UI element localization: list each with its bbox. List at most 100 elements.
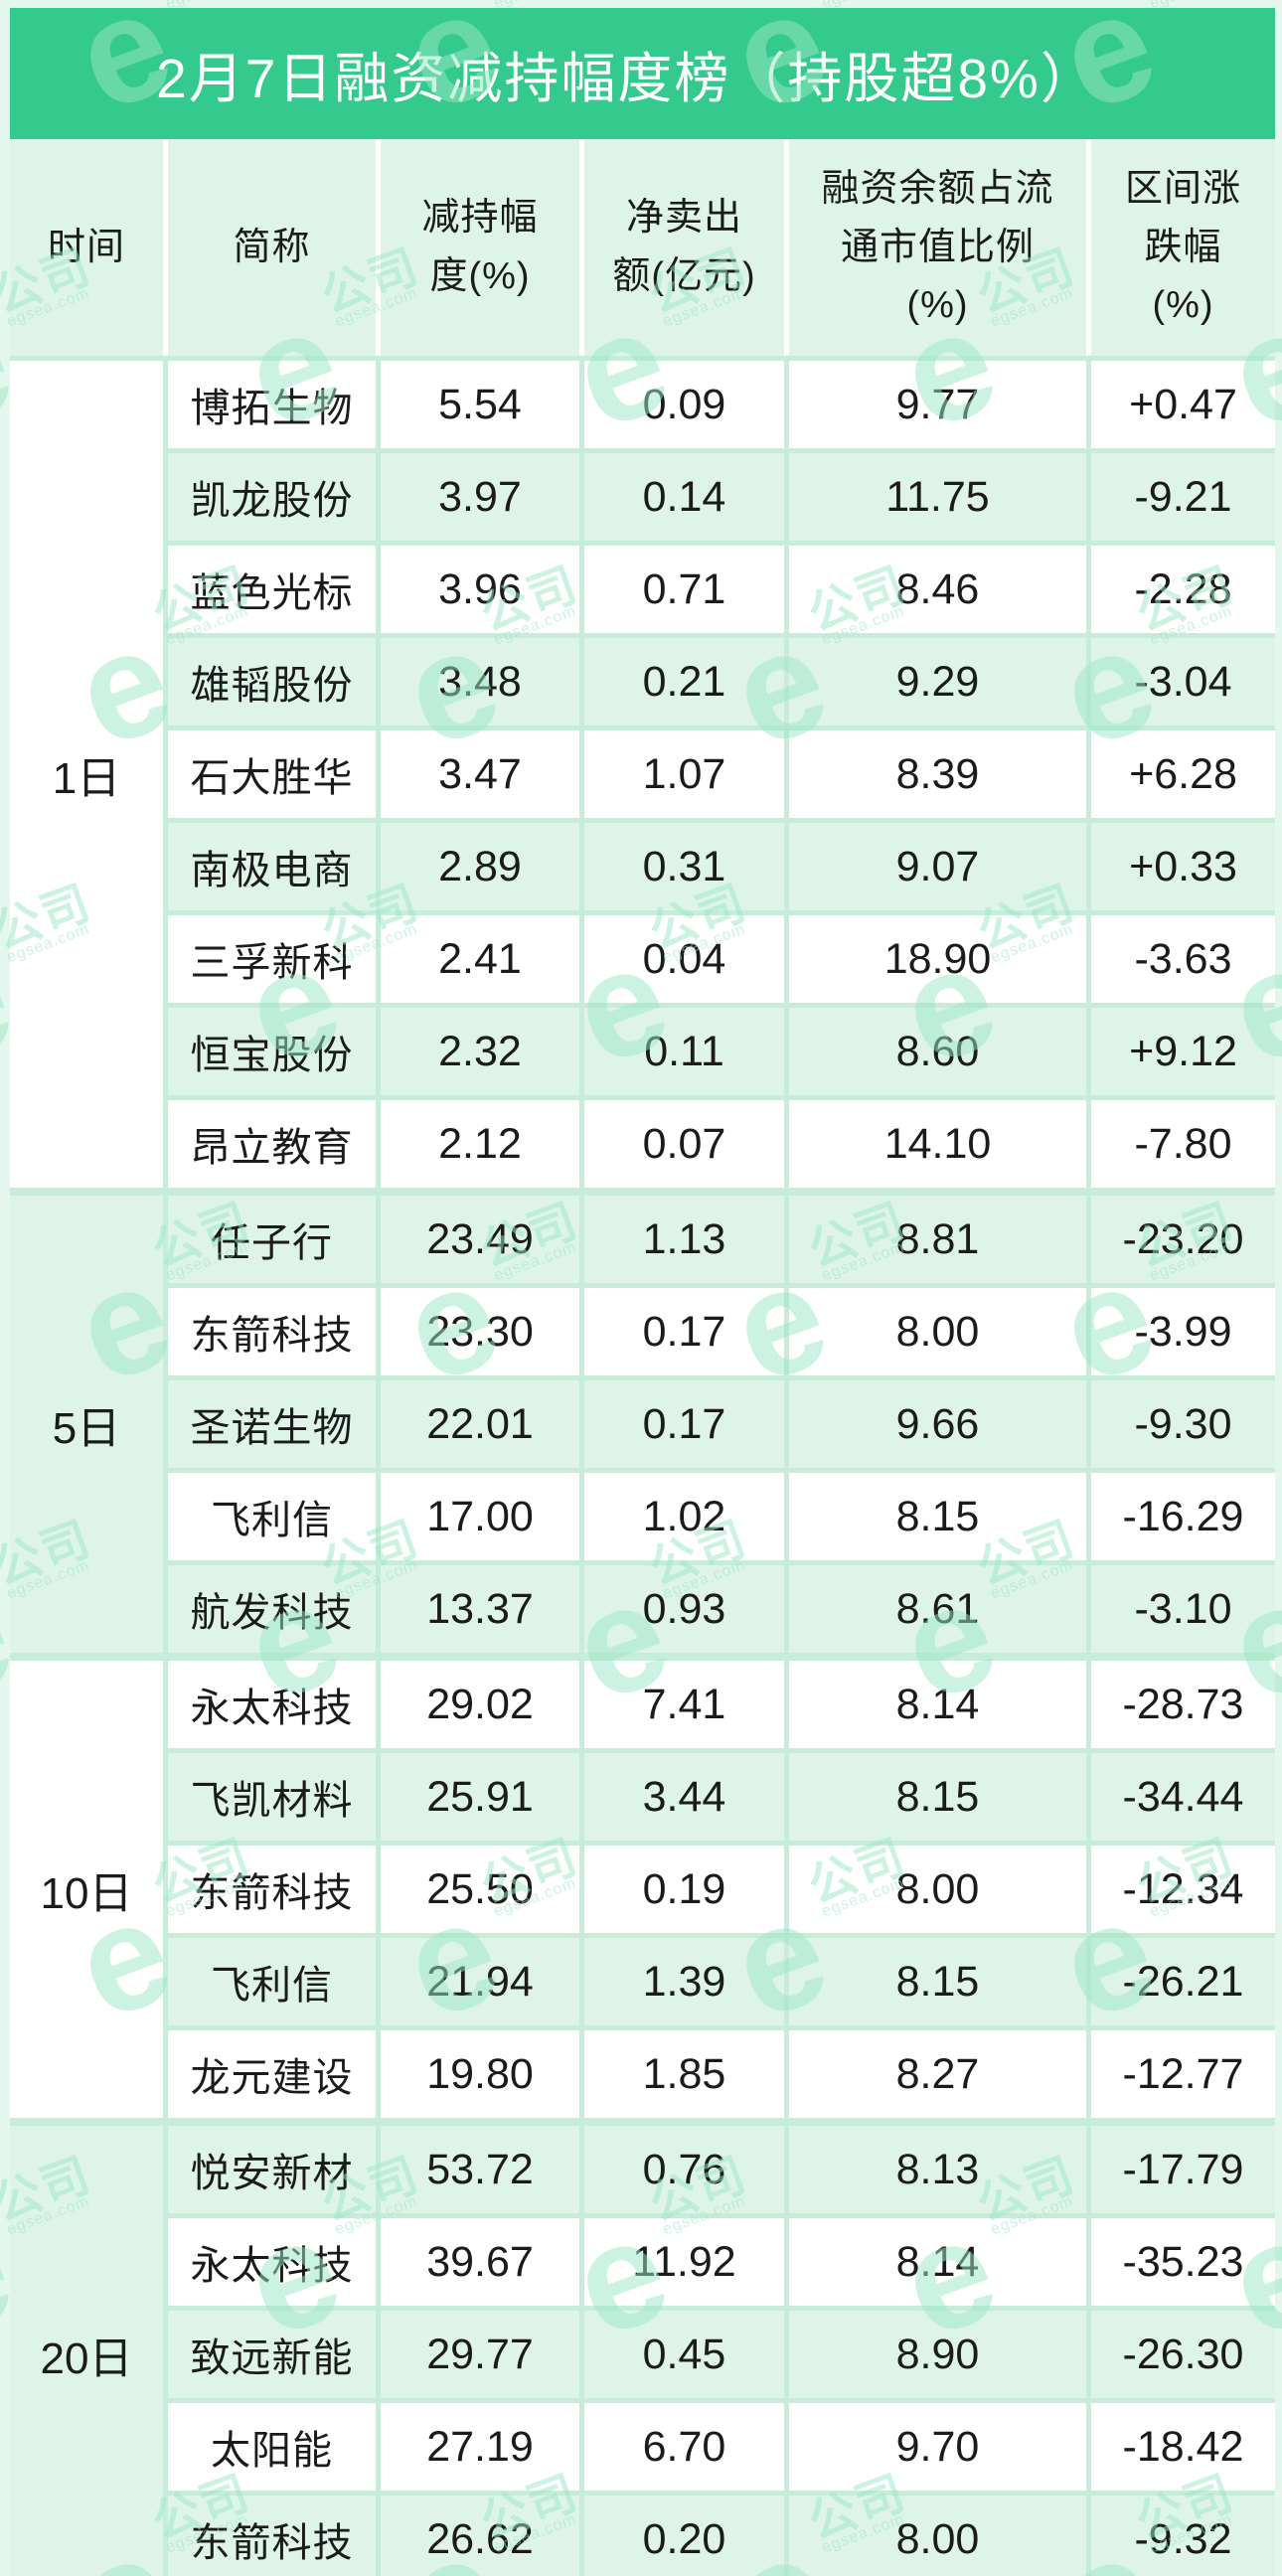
margin-ratio-cell: 8.46 (789, 546, 1086, 633)
range-change-cell: -28.73 (1091, 1661, 1275, 1748)
stock-name-cell: 恒宝股份 (168, 1008, 376, 1095)
range-change-cell: -9.32 (1091, 2496, 1275, 2576)
net-sell-cell: 0.21 (584, 638, 784, 725)
reduction-cell: 19.80 (381, 2030, 579, 2118)
stock-name-cell: 东箭科技 (168, 1288, 376, 1375)
reduction-cell: 5.54 (381, 361, 579, 448)
reduction-cell: 13.37 (381, 1565, 579, 1653)
range-change-cell: -34.44 (1091, 1753, 1275, 1841)
time-cell: 10日 (10, 1661, 163, 2118)
margin-ratio-cell: 9.70 (789, 2403, 1086, 2491)
range-change-cell: -26.30 (1091, 2311, 1275, 2398)
range-change-cell: -17.79 (1091, 2126, 1275, 2213)
margin-ratio-cell: 9.07 (789, 823, 1086, 910)
stock-name-cell: 太阳能 (168, 2403, 376, 2491)
stock-name-cell: 雄韬股份 (168, 638, 376, 725)
range-change-cell: +6.28 (1091, 730, 1275, 818)
stock-name-cell: 博拓生物 (168, 361, 376, 448)
margin-ratio-cell: 8.15 (789, 1938, 1086, 2025)
reduction-cell: 22.01 (381, 1380, 579, 1468)
margin-ratio-cell: 8.61 (789, 1565, 1086, 1653)
margin-ratio-cell: 8.15 (789, 1473, 1086, 1560)
net-sell-cell: 0.11 (584, 1008, 784, 1095)
stock-name-cell: 东箭科技 (168, 2496, 376, 2576)
margin-ratio-cell: 8.27 (789, 2030, 1086, 2118)
margin-ratio-cell: 8.00 (789, 1846, 1086, 1933)
margin-ratio-cell: 11.75 (789, 453, 1086, 541)
range-change-cell: +0.33 (1091, 823, 1275, 910)
range-change-cell: +0.47 (1091, 361, 1275, 448)
header-cell-name: 简称 (168, 139, 376, 356)
range-change-cell: -9.21 (1091, 453, 1275, 541)
range-change-cell: -35.23 (1091, 2218, 1275, 2306)
net-sell-cell: 0.76 (584, 2126, 784, 2213)
net-sell-cell: 7.41 (584, 1661, 784, 1748)
net-sell-cell: 0.20 (584, 2496, 784, 2576)
stock-name-cell: 飞凯材料 (168, 1753, 376, 1841)
header-cell-net-sell: 净卖出 额(亿元) (584, 139, 784, 356)
net-sell-cell: 0.09 (584, 361, 784, 448)
margin-ratio-cell: 8.14 (789, 2218, 1086, 2306)
margin-ratio-cell: 8.00 (789, 2496, 1086, 2576)
range-change-cell: -12.77 (1091, 2030, 1275, 2118)
reduction-cell: 25.91 (381, 1753, 579, 1841)
stock-name-cell: 蓝色光标 (168, 546, 376, 633)
net-sell-cell: 3.44 (584, 1753, 784, 1841)
range-change-cell: -3.99 (1091, 1288, 1275, 1375)
stock-name-cell: 永太科技 (168, 2218, 376, 2306)
stock-name-cell: 致远新能 (168, 2311, 376, 2398)
table-header: 时间 简称 减持幅 度(%) 净卖出 额(亿元) 融资余额占流 通市值比例 (%… (10, 139, 1275, 356)
reduction-cell: 27.19 (381, 2403, 579, 2491)
page-title: 2月7日融资减持幅度榜（持股超8%） (156, 48, 1097, 109)
stock-name-cell: 凯龙股份 (168, 453, 376, 541)
stock-name-cell: 南极电商 (168, 823, 376, 910)
stock-name-cell: 圣诺生物 (168, 1380, 376, 1468)
range-change-cell: -2.28 (1091, 546, 1275, 633)
stock-name-cell: 飞利信 (168, 1473, 376, 1560)
header-cell-time: 时间 (10, 139, 163, 356)
net-sell-cell: 0.07 (584, 1100, 784, 1188)
net-sell-cell: 0.31 (584, 823, 784, 910)
title-bar: 2月7日融资减持幅度榜（持股超8%） (10, 8, 1275, 139)
stock-name-cell: 任子行 (168, 1196, 376, 1283)
net-sell-cell: 0.93 (584, 1565, 784, 1653)
margin-ratio-cell: 18.90 (789, 915, 1086, 1003)
margin-ratio-cell: 9.29 (789, 638, 1086, 725)
stock-name-cell: 石大胜华 (168, 730, 376, 818)
reduction-cell: 39.67 (381, 2218, 579, 2306)
stock-name-cell: 东箭科技 (168, 1846, 376, 1933)
margin-ratio-cell: 8.00 (789, 1288, 1086, 1375)
stock-name-cell: 昂立教育 (168, 1100, 376, 1188)
net-sell-cell: 0.71 (584, 546, 784, 633)
net-sell-cell: 0.17 (584, 1288, 784, 1375)
reduction-cell: 17.00 (381, 1473, 579, 1560)
margin-ratio-cell: 8.81 (789, 1196, 1086, 1283)
margin-ratio-cell: 14.10 (789, 1100, 1086, 1188)
time-group-1日: 1日 博拓生物 5.54 0.09 9.77 +0.47 凯龙股份 3.97 0.14 11.75… (10, 361, 1275, 1188)
reduction-cell: 3.97 (381, 453, 579, 541)
range-change-cell: -23.20 (1091, 1196, 1275, 1283)
net-sell-cell: 1.02 (584, 1473, 784, 1560)
stock-name-cell: 航发科技 (168, 1565, 376, 1653)
margin-ratio-cell: 8.90 (789, 2311, 1086, 2398)
reduction-cell: 2.41 (381, 915, 579, 1003)
reduction-cell: 3.96 (381, 546, 579, 633)
time-group-10日: 10日 永太科技 29.02 7.41 8.14 -28.73 飞凯材料 25.91 3.44 8… (10, 1661, 1275, 2118)
margin-ratio-cell: 8.13 (789, 2126, 1086, 2213)
time-group-20日: 20日 悦安新材 53.72 0.76 8.13 -17.79 永太科技 39.67 11.92… (10, 2126, 1275, 2576)
range-change-cell: -9.30 (1091, 1380, 1275, 1468)
range-change-cell: -3.63 (1091, 915, 1275, 1003)
reduction-cell: 23.49 (381, 1196, 579, 1283)
reduction-cell: 21.94 (381, 1938, 579, 2025)
margin-ratio-cell: 8.14 (789, 1661, 1086, 1748)
margin-ratio-cell: 8.39 (789, 730, 1086, 818)
stock-name-cell: 三孚新科 (168, 915, 376, 1003)
net-sell-cell: 1.85 (584, 2030, 784, 2118)
reduction-cell: 2.12 (381, 1100, 579, 1188)
range-change-cell: -3.04 (1091, 638, 1275, 725)
time-group-5日: 5日 任子行 23.49 1.13 8.81 -23.20 东箭科技 23.30 0.17 8.0… (10, 1196, 1275, 1653)
net-sell-cell: 1.13 (584, 1196, 784, 1283)
reduction-cell: 3.48 (381, 638, 579, 725)
range-change-cell: -12.34 (1091, 1846, 1275, 1933)
